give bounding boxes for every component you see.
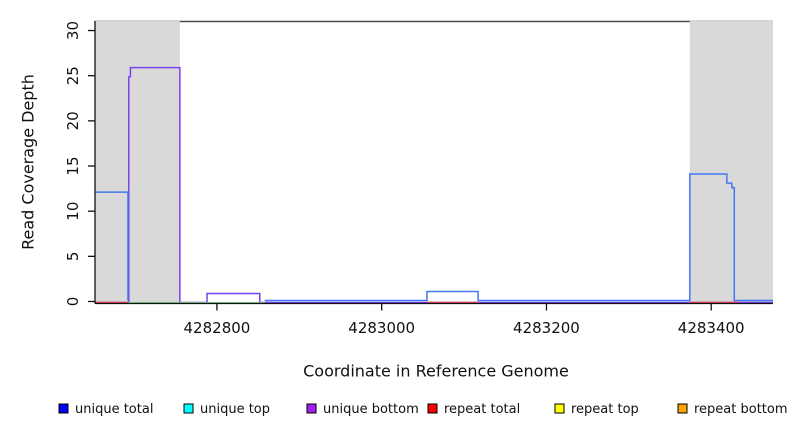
mask-region [95,21,180,304]
y-tick-label: 20 [64,111,82,130]
series-unique-total [264,173,773,302]
legend-swatch-repeat-top [554,403,565,414]
y-tick-label: 25 [64,66,82,85]
y-axis-label: Read Coverage Depth [18,74,38,250]
y-tick-label: 15 [64,156,82,175]
y-tick-label: 30 [64,21,82,40]
legend-label-unique-top: unique top [200,402,270,417]
legend-label-repeat-total: repeat total [444,402,520,417]
x-tick-label: 4283200 [513,319,580,337]
x-tick-label: 4282800 [184,319,251,337]
y-tick-label: 0 [64,297,82,307]
legend-swatch-repeat-total [427,403,438,414]
y-tick-label: 10 [64,202,82,221]
legend-swatch-unique-bottom [306,403,317,414]
legend-label-repeat-bottom: repeat bottom [694,402,788,417]
x-tick-label: 4283000 [348,319,415,337]
mask-region [689,21,773,304]
series-unique-total [95,191,129,301]
x-axis-label: Coordinate in Reference Genome [303,361,569,381]
legend-label-unique-bottom: unique bottom [323,402,419,417]
legend-swatch-unique-total [58,403,69,414]
legend-label-unique-total: unique total [75,402,153,417]
x-tick-label: 4283400 [678,319,745,337]
legend-swatch-unique-top [183,403,194,414]
legend-swatch-repeat-bottom [677,403,688,414]
series-unique-bottom [95,66,773,304]
y-tick-label: 5 [64,252,82,262]
legend-label-repeat-top: repeat top [571,402,639,417]
